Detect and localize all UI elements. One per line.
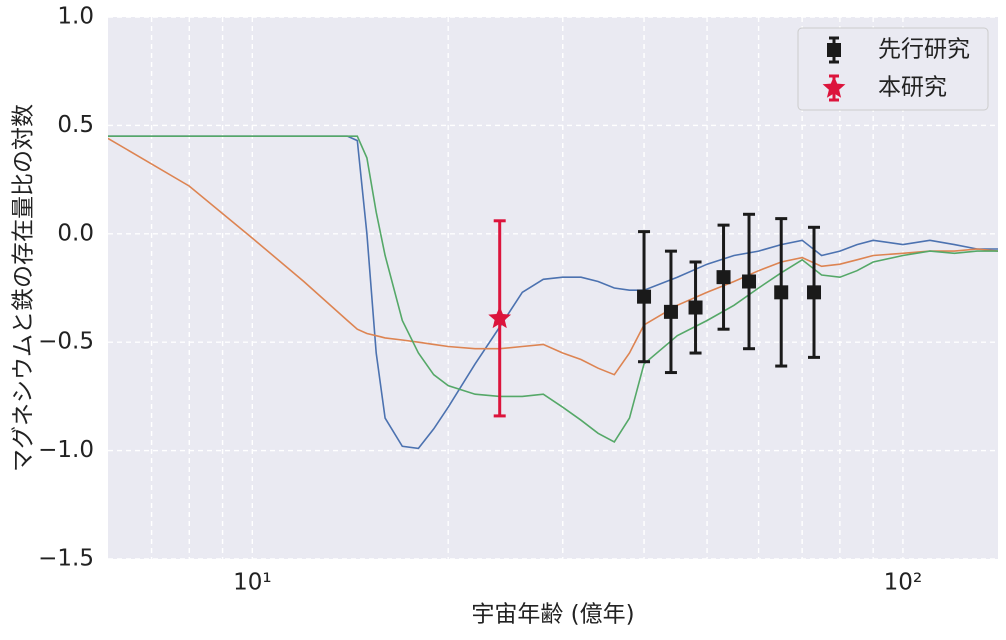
y-tick-label: −1.5 [38, 546, 94, 572]
legend-label: 先行研究 [878, 37, 970, 63]
square-marker [742, 274, 757, 289]
y-tick-label: 0.5 [57, 112, 94, 138]
square-marker [774, 285, 789, 300]
legend-label: 本研究 [878, 75, 947, 101]
x-tick-label: 10¹ [233, 570, 272, 596]
line-series [108, 135, 998, 443]
legend-marker [827, 43, 841, 57]
line-series [108, 137, 998, 376]
legend-marker [822, 76, 846, 98]
x-tick-label: 10² [884, 570, 923, 596]
square-marker [807, 285, 822, 300]
y-tick-label: 1.0 [57, 4, 94, 30]
y-tick-label: −0.5 [38, 329, 94, 355]
square-marker [637, 289, 652, 304]
square-marker [663, 304, 678, 319]
y-tick-label: 0.0 [57, 220, 94, 246]
y-tick-label: −1.0 [38, 437, 94, 463]
star-marker [488, 306, 512, 329]
legend-box [797, 27, 989, 111]
line-series [108, 135, 998, 450]
x-axis-label: 宇宙年齢 (億年) [471, 602, 634, 628]
square-marker [688, 300, 703, 315]
square-marker [716, 270, 731, 285]
y-axis-label: マグネシウムと鉄の存在量比の対数 [11, 104, 37, 472]
